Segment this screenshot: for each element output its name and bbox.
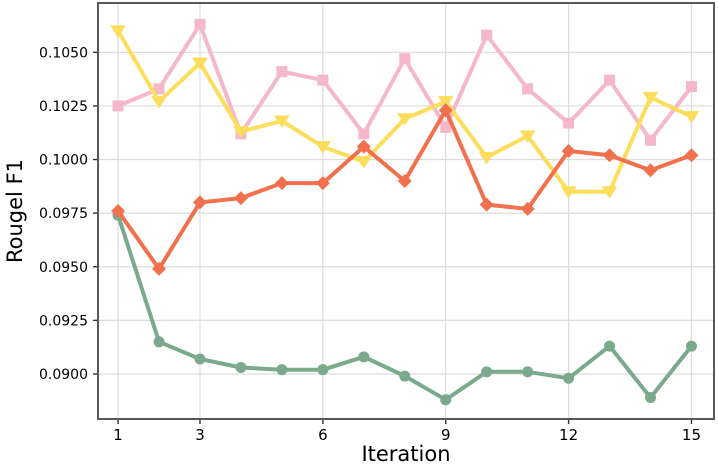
marker-diamond bbox=[356, 139, 371, 154]
marker-square bbox=[112, 100, 124, 112]
marker-diamond bbox=[643, 163, 658, 178]
marker-circle bbox=[645, 392, 657, 404]
marker-triangle-down bbox=[274, 115, 290, 128]
marker-square bbox=[563, 117, 575, 129]
marker-square bbox=[358, 128, 370, 140]
marker-diamond bbox=[479, 197, 494, 212]
x-tick-label: 15 bbox=[682, 426, 701, 444]
marker-square bbox=[604, 74, 616, 86]
marker-circle bbox=[604, 340, 616, 352]
marker-diamond bbox=[561, 143, 576, 158]
marker-diamond bbox=[152, 261, 167, 276]
marker-diamond bbox=[684, 148, 699, 163]
marker-circle bbox=[481, 366, 493, 378]
marker-diamond bbox=[602, 148, 617, 163]
marker-square bbox=[685, 81, 697, 93]
marker-triangle-down bbox=[643, 91, 659, 104]
series-orange-diamonds bbox=[111, 103, 699, 276]
marker-circle bbox=[440, 394, 452, 406]
marker-diamond bbox=[520, 201, 535, 216]
y-tick-label: 0.0900 bbox=[39, 367, 88, 383]
x-tick-label: 9 bbox=[441, 426, 451, 444]
marker-triangle-down bbox=[479, 151, 495, 164]
marker-square bbox=[153, 83, 165, 95]
marker-triangle-down bbox=[561, 186, 577, 199]
y-tick-label: 0.1000 bbox=[39, 153, 88, 169]
marker-square bbox=[645, 134, 657, 146]
series-yellow-triangles bbox=[110, 25, 699, 199]
marker-square bbox=[399, 53, 411, 65]
y-axis-label: Rougel F1 bbox=[3, 159, 27, 263]
marker-circle bbox=[317, 364, 329, 376]
marker-circle bbox=[399, 370, 411, 382]
plot-area-border bbox=[97, 2, 715, 420]
marker-diamond bbox=[111, 204, 126, 218]
x-tick-label: 1 bbox=[113, 426, 123, 444]
marker-diamond bbox=[438, 103, 453, 118]
marker-circle bbox=[685, 340, 697, 352]
marker-circle bbox=[522, 366, 534, 378]
marker-square bbox=[522, 83, 534, 95]
marker-triangle-down bbox=[438, 96, 454, 109]
marker-square bbox=[276, 66, 288, 78]
marker-circle bbox=[276, 364, 288, 376]
marker-triangle-down bbox=[192, 57, 208, 70]
marker-square bbox=[440, 121, 452, 133]
x-tick-label: 12 bbox=[559, 426, 578, 444]
marker-triangle-down bbox=[602, 186, 618, 199]
marker-triangle-down bbox=[683, 111, 699, 124]
y-tick-label: 0.0925 bbox=[39, 313, 88, 329]
y-tick-label: 0.1050 bbox=[39, 45, 88, 61]
marker-triangle-down bbox=[356, 156, 372, 169]
marker-triangle-down bbox=[315, 141, 331, 154]
marker-diamond bbox=[192, 195, 207, 210]
plot-border bbox=[97, 2, 715, 420]
marker-circle bbox=[153, 336, 165, 348]
y-tick-label: 0.1025 bbox=[39, 99, 88, 115]
x-tick-label: 3 bbox=[195, 426, 205, 444]
marker-square bbox=[317, 74, 329, 86]
marker-triangle-down bbox=[520, 130, 536, 143]
marker-diamond bbox=[233, 191, 248, 206]
marker-square bbox=[194, 18, 206, 30]
marker-circle bbox=[358, 351, 370, 363]
marker-triangle-down bbox=[151, 96, 167, 109]
series-green-circles bbox=[112, 209, 697, 406]
marker-triangle-down bbox=[397, 113, 413, 126]
y-tick-label: 0.0950 bbox=[39, 260, 88, 276]
marker-triangle-down bbox=[233, 126, 249, 139]
marker-triangle-down bbox=[110, 25, 126, 38]
x-axis-label: Iteration bbox=[361, 442, 450, 466]
marker-diamond bbox=[274, 176, 289, 191]
series-group bbox=[110, 18, 699, 406]
x-tick-label: 6 bbox=[318, 426, 328, 444]
marker-diamond bbox=[397, 173, 412, 188]
marker-circle bbox=[235, 362, 247, 374]
tick-labels: 0.1050 0.1025 0.1000 0.0975 0.0950 0.0925 0.09… bbox=[39, 45, 701, 444]
y-tick-label: 0.0975 bbox=[39, 206, 88, 222]
marker-circle bbox=[194, 353, 206, 365]
marker-circle bbox=[563, 372, 575, 384]
marker-square bbox=[481, 29, 493, 41]
marker-diamond bbox=[315, 176, 330, 191]
